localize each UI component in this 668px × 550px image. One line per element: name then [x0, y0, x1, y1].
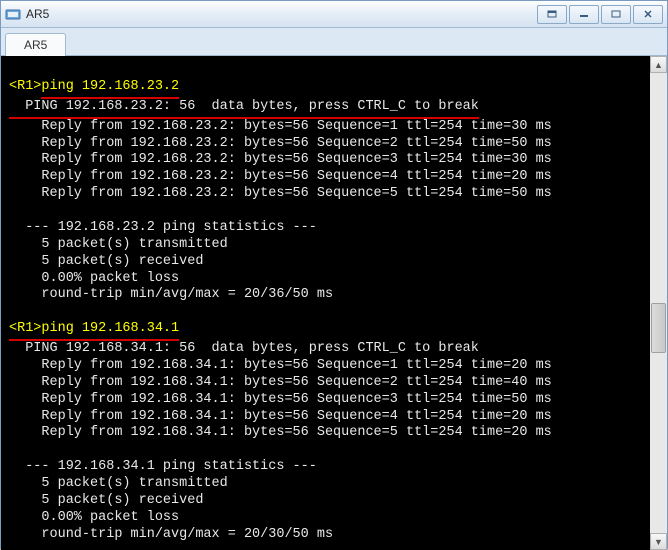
maximize-button[interactable]: [601, 5, 631, 24]
terminal-container: <R1>ping 192.168.23.2 PING 192.168.23.2:…: [1, 56, 667, 550]
reply-line: Reply from 192.168.34.1: bytes=56 Sequen…: [9, 425, 552, 440]
stats-header: --- 192.168.23.2 ping statistics ---: [9, 220, 317, 235]
ping-header: PING 192.168.23.2: 56 data bytes, press …: [9, 99, 479, 119]
terminal-output[interactable]: <R1>ping 192.168.23.2 PING 192.168.23.2:…: [1, 56, 667, 550]
close-button[interactable]: [633, 5, 663, 24]
reply-line: Reply from 192.168.23.2: bytes=56 Sequen…: [9, 186, 552, 201]
stats-line: 5 packet(s) received: [9, 493, 203, 508]
reply-line: Reply from 192.168.34.1: bytes=56 Sequen…: [9, 392, 552, 407]
window-title: AR5: [26, 7, 537, 21]
title-bar: AR5: [1, 1, 667, 28]
stats-line: 0.00% packet loss: [9, 271, 179, 286]
scroll-thumb[interactable]: [651, 303, 666, 353]
stats-line: 5 packet(s) transmitted: [9, 237, 228, 252]
prompt: <R1>: [9, 79, 41, 94]
reply-line: Reply from 192.168.23.2: bytes=56 Sequen…: [9, 119, 552, 134]
stats-line: 5 packet(s) transmitted: [9, 476, 228, 491]
scroll-track[interactable]: [650, 73, 667, 533]
reply-line: Reply from 192.168.23.2: bytes=56 Sequen…: [9, 136, 552, 151]
minimize-button[interactable]: [569, 5, 599, 24]
stats-header: --- 192.168.34.1 ping statistics ---: [9, 459, 317, 474]
scroll-down-button[interactable]: ▼: [650, 533, 667, 550]
command-underlined: ping 192.168.23.2: [41, 79, 179, 99]
stats-line: round-trip min/avg/max = 20/30/50 ms: [9, 527, 333, 542]
extra-button[interactable]: [537, 5, 567, 24]
stats-line: 0.00% packet loss: [9, 510, 179, 525]
tab-ar5[interactable]: AR5: [5, 33, 66, 56]
prompt: <R1>: [9, 321, 41, 336]
window-controls: [537, 5, 663, 24]
stats-line: 5 packet(s) received: [9, 254, 203, 269]
scroll-up-button[interactable]: ▲: [650, 56, 667, 73]
stats-line: round-trip min/avg/max = 20/36/50 ms: [9, 287, 333, 302]
tab-bar: AR5: [1, 28, 667, 56]
reply-line: Reply from 192.168.23.2: bytes=56 Sequen…: [9, 152, 552, 167]
reply-line: Reply from 192.168.34.1: bytes=56 Sequen…: [9, 358, 552, 373]
reply-line: Reply from 192.168.34.1: bytes=56 Sequen…: [9, 409, 552, 424]
command-underlined: ping 192.168.34.1: [41, 321, 179, 336]
reply-line: Reply from 192.168.23.2: bytes=56 Sequen…: [9, 169, 552, 184]
app-icon: [5, 6, 21, 22]
vertical-scrollbar[interactable]: ▲ ▼: [650, 56, 667, 550]
reply-line: Reply from 192.168.34.1: bytes=56 Sequen…: [9, 375, 552, 390]
ping-header: PING 192.168.34.1: 56 data bytes, press …: [9, 341, 479, 356]
